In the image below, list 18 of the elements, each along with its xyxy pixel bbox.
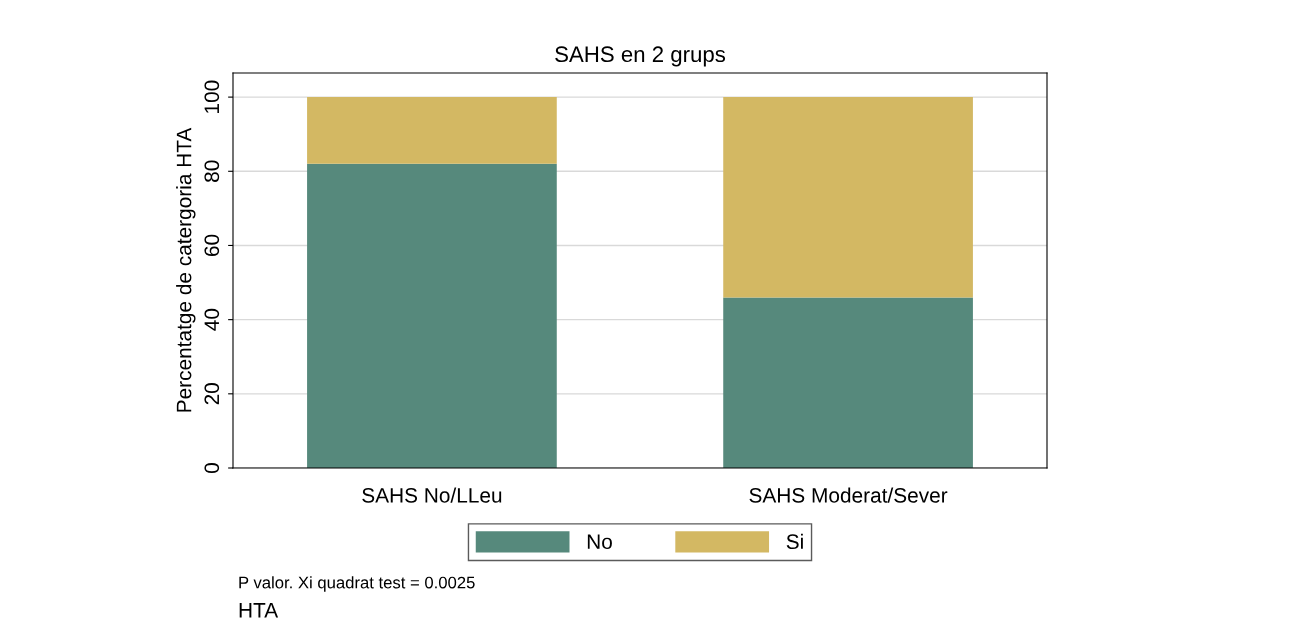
y-tick-label: 100 <box>204 80 220 113</box>
chart-title: SAHS en 2 grups <box>555 46 726 67</box>
x-tick-label: SAHS Moderat/Sever <box>749 487 948 503</box>
y-tick-label: 80 <box>204 160 220 182</box>
bar <box>723 97 973 298</box>
y-tick-label: 0 <box>204 463 220 473</box>
bar <box>723 297 973 468</box>
text: HTA <box>239 603 279 618</box>
legend-label: Si <box>786 533 803 550</box>
text: P valor. Xi quadrat test = 0.0025 <box>239 576 475 592</box>
legend-label: No <box>587 534 612 550</box>
y-tick-label: 20 <box>204 383 220 405</box>
y-tick-label: 40 <box>204 308 220 331</box>
y-tick-label: 60 <box>204 234 220 256</box>
bar <box>307 97 557 164</box>
y-axis-title: Percentatge de catergoria HTA <box>176 127 196 412</box>
bar <box>307 163 557 468</box>
x-tick-label: SAHS No/LLeu <box>362 487 502 503</box>
